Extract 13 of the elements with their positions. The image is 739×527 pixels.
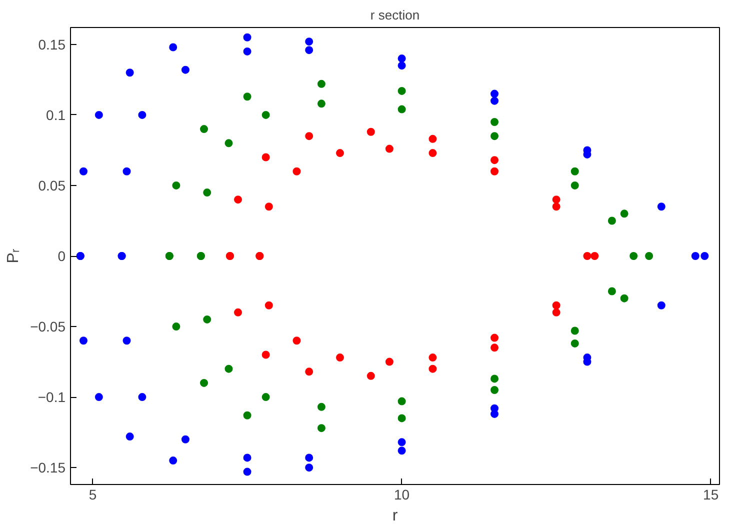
x-tick-label: 15 — [703, 486, 719, 502]
x-tick-label: 10 — [394, 486, 410, 502]
x-axis-title: r — [392, 508, 398, 524]
y-tick-label: 0.1 — [46, 106, 66, 123]
y-tick-label: 0 — [58, 248, 66, 264]
y-axis-title: Pᵣ — [5, 248, 22, 264]
x-tick-label: 5 — [88, 486, 97, 502]
y-tick-label: −0.15 — [30, 460, 66, 476]
y-tick-label: −0.1 — [38, 389, 66, 406]
y-tick-label: −0.05 — [30, 318, 66, 335]
chart-title: r section — [370, 8, 420, 22]
y-tick-label: 0.05 — [38, 177, 66, 194]
y-tick-label: 0.15 — [38, 36, 66, 52]
